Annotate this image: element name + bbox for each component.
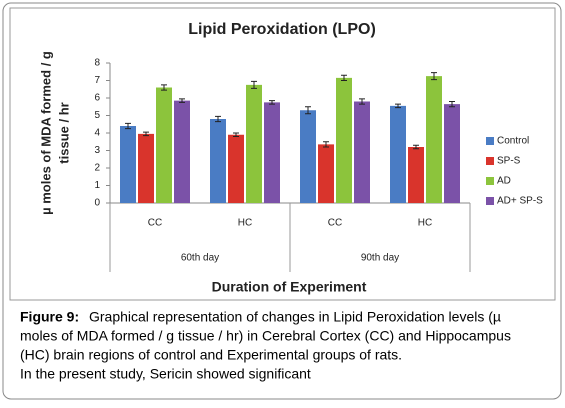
y-tick-label: 4 xyxy=(94,128,100,139)
bar xyxy=(228,134,244,203)
x-tick-label: CC xyxy=(148,218,162,229)
legend-label: SP-S xyxy=(497,156,521,167)
bar xyxy=(408,147,424,203)
bar xyxy=(174,100,190,203)
bar xyxy=(156,87,172,203)
legend-swatch xyxy=(486,177,494,185)
y-axis-title: µ moles of MDA formed / g xyxy=(38,51,53,215)
bar xyxy=(210,119,226,203)
y-tick-label: 1 xyxy=(94,180,100,191)
legend-label: Control xyxy=(497,136,529,147)
caption-label: Figure 9: xyxy=(20,309,79,325)
x-tick-label: HC xyxy=(418,218,432,229)
bar xyxy=(426,76,442,203)
group-label: 60th day xyxy=(181,253,219,264)
chart-title: Lipid Peroxidation (LPO) xyxy=(188,21,376,38)
y-tick-label: 3 xyxy=(94,145,100,156)
legend-swatch xyxy=(486,137,494,145)
bar xyxy=(300,110,316,203)
caption-line: moles of MDA formed / g tissue / hr) in … xyxy=(20,328,511,344)
caption-line: In the present study, Sericin showed sig… xyxy=(20,366,311,382)
bar xyxy=(264,102,280,203)
y-tick-label: 6 xyxy=(94,93,100,104)
y-tick-label: 7 xyxy=(94,75,100,86)
caption-line: Graphical representation of changes in L… xyxy=(89,309,501,325)
legend-swatch xyxy=(486,157,494,165)
bar xyxy=(120,126,136,203)
bar xyxy=(318,144,334,203)
x-tick-label: CC xyxy=(328,218,342,229)
chart-border xyxy=(9,7,556,301)
legend-label: AD xyxy=(497,176,511,187)
caption-line: (HC) brain regions of control and Experi… xyxy=(20,347,402,363)
bar xyxy=(138,133,154,203)
x-axis-title: Duration of Experiment xyxy=(212,279,367,295)
y-tick-label: 8 xyxy=(94,58,100,69)
y-tick-label: 5 xyxy=(94,110,100,121)
bar xyxy=(336,77,352,203)
legend-label: AD+ SP-S xyxy=(497,196,543,207)
y-axis-title: tissue / hr xyxy=(56,102,71,163)
y-tick-label: 2 xyxy=(94,163,100,174)
group-label: 90th day xyxy=(361,253,399,264)
y-tick-label: 0 xyxy=(94,198,100,209)
bar xyxy=(246,84,262,203)
bar xyxy=(354,101,370,203)
x-tick-label: HC xyxy=(238,218,252,229)
bar xyxy=(390,105,406,203)
legend-swatch xyxy=(486,197,494,205)
bar xyxy=(444,104,460,203)
